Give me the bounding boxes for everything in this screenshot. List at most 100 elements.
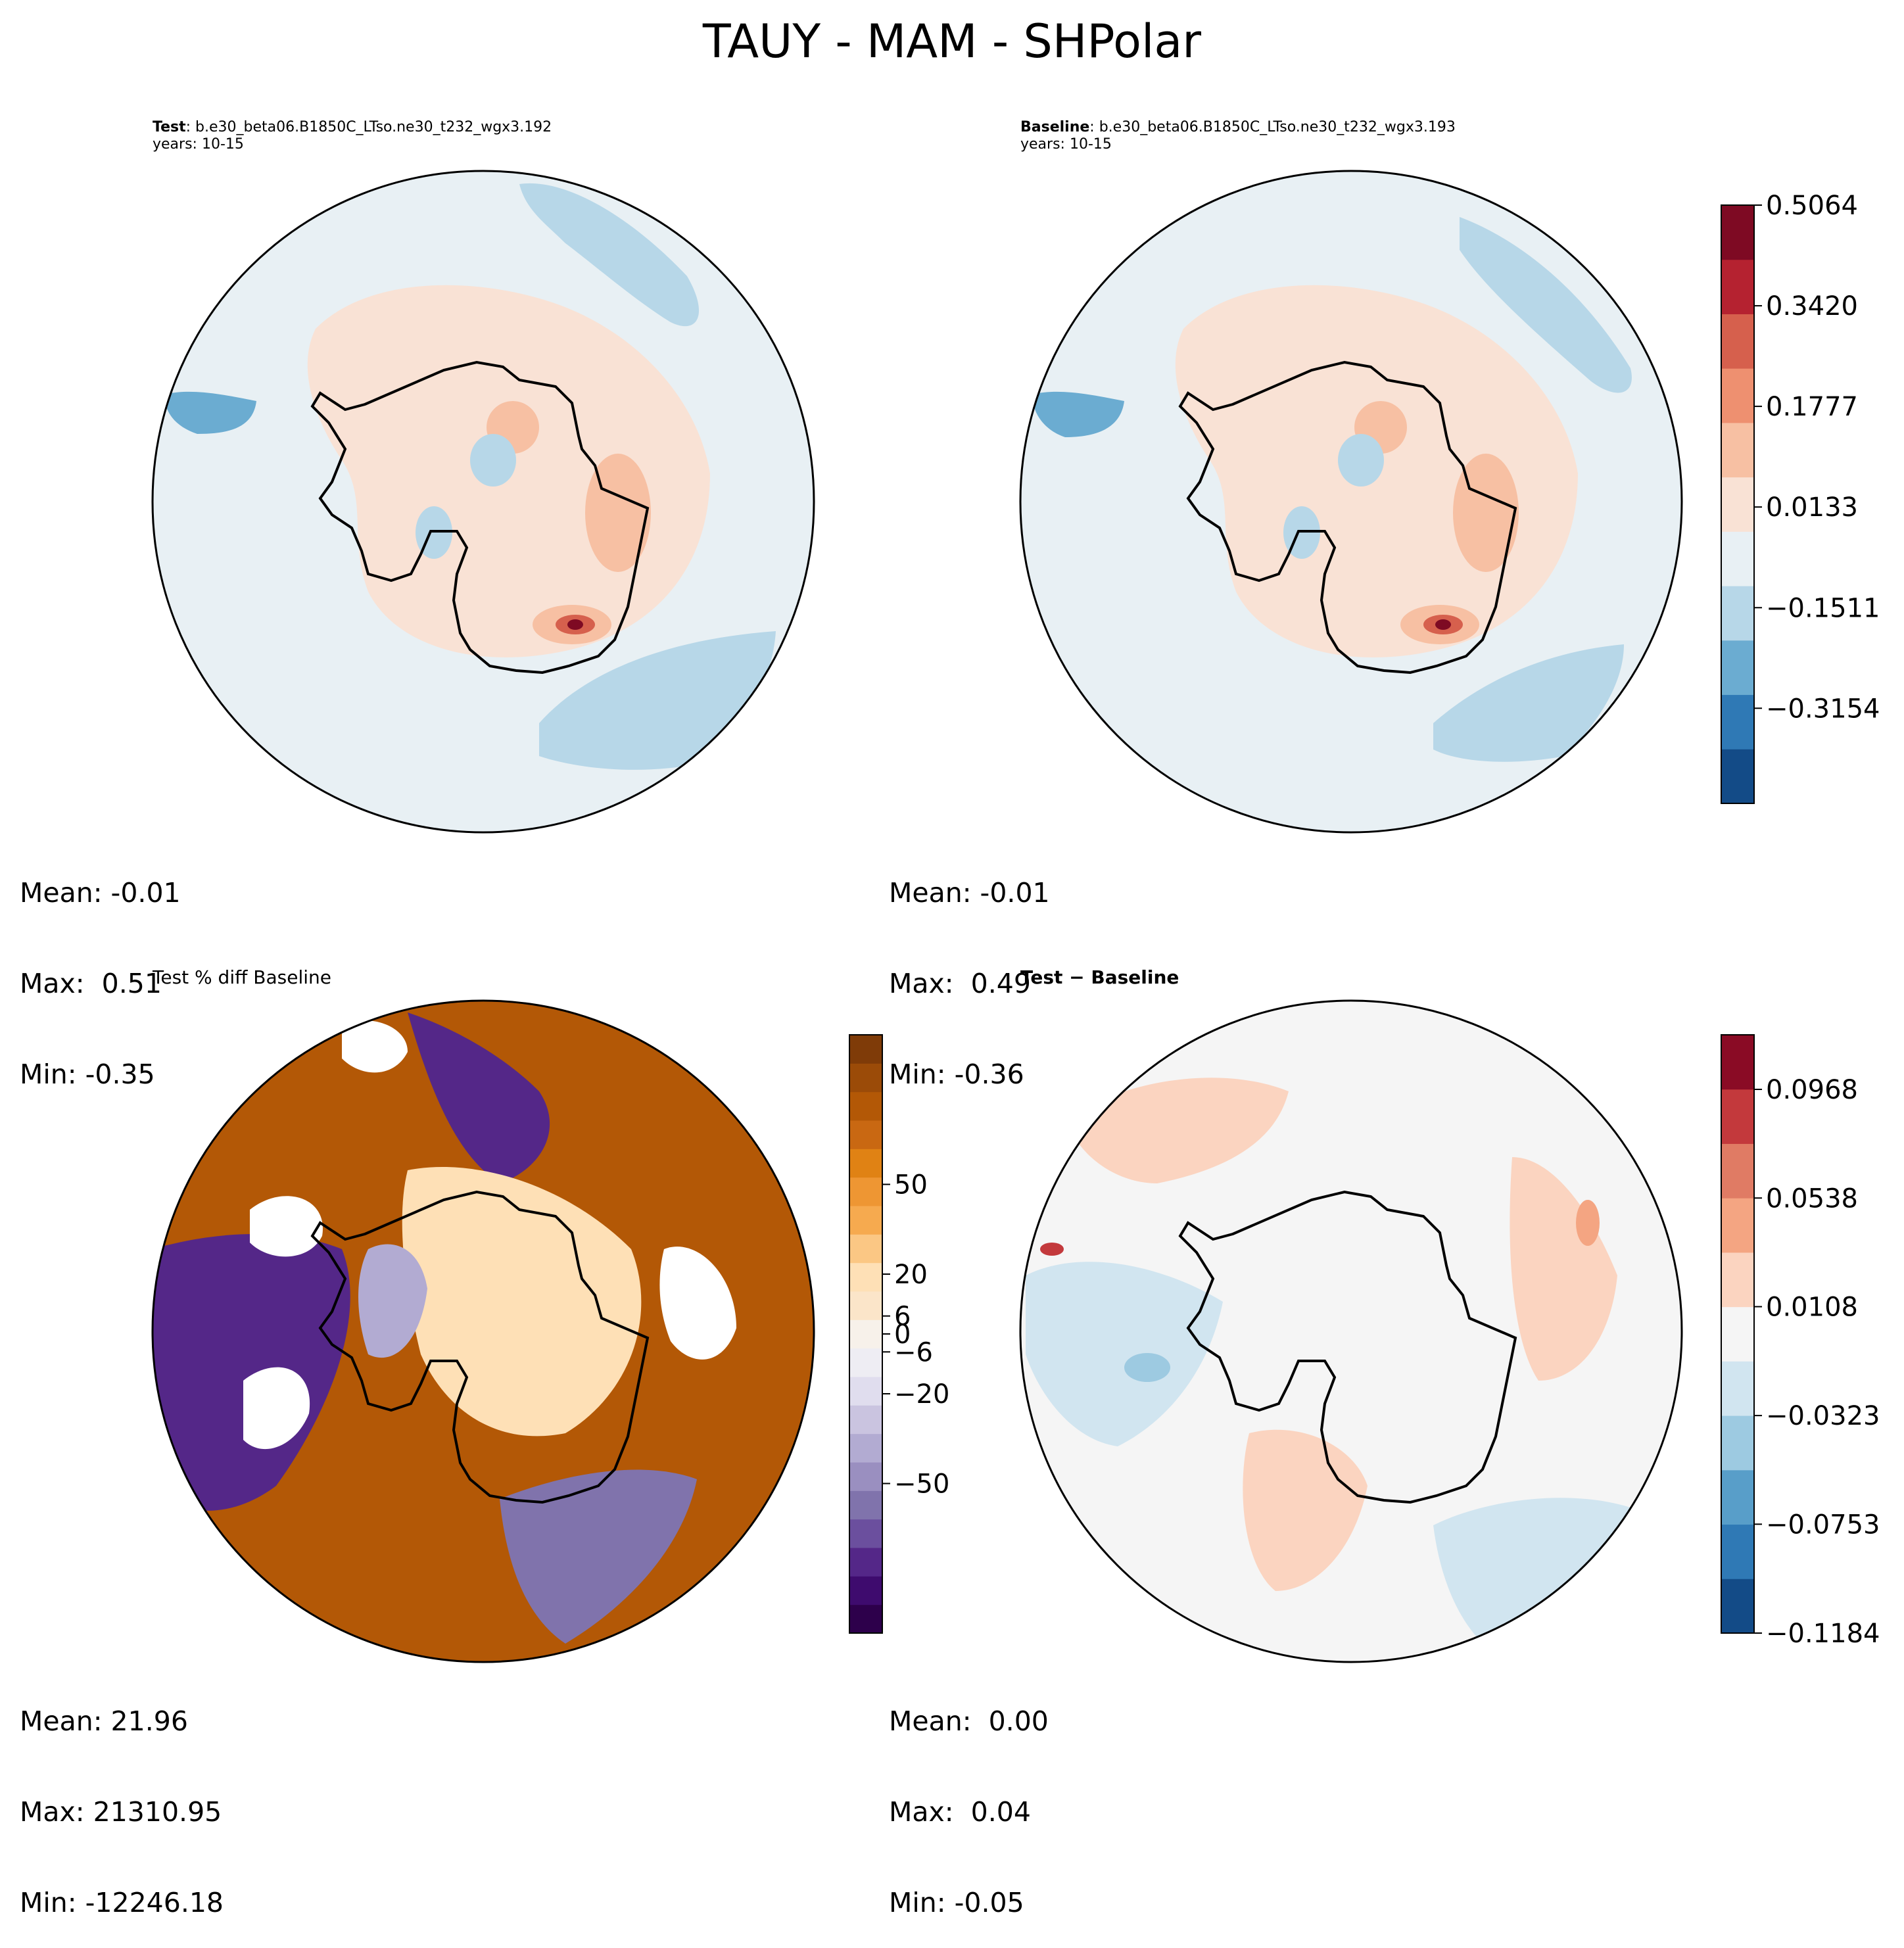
diff-negative-region bbox=[1026, 1262, 1223, 1446]
pctdiff-negative-region bbox=[153, 1233, 350, 1511]
pctdiff-map-boundary bbox=[151, 999, 815, 1663]
colorbar-diff-swatch bbox=[1721, 1361, 1754, 1416]
test-label: Test bbox=[153, 119, 186, 135]
baseline-label: Baseline bbox=[1020, 119, 1090, 135]
test-min: Min: -0.35 bbox=[20, 1058, 155, 1090]
colorbar-pctdiff-swatch bbox=[849, 1548, 882, 1577]
colorbar-main-swatch bbox=[1721, 694, 1754, 749]
colorbar-pctdiff-swatch bbox=[849, 1462, 882, 1491]
colorbar-pctdiff-swatch bbox=[849, 1063, 882, 1093]
colorbar-main-swatch bbox=[1721, 368, 1754, 423]
colorbar-main-swatch bbox=[1721, 640, 1754, 696]
colorbar-diff-swatch bbox=[1721, 1252, 1754, 1308]
test-negative-region bbox=[519, 183, 700, 327]
pctdiff-negative-region bbox=[408, 1012, 550, 1183]
colorbar-pctdiff-swatch bbox=[849, 1091, 882, 1121]
baseline-case-name: : b.e30_beta06.B1850C_LTso.ne30_t232_wgx… bbox=[1089, 119, 1456, 135]
test-stats: Mean: -0.01 Max: 0.51 Min: -0.35 bbox=[20, 817, 181, 1120]
test-positive-region bbox=[567, 619, 583, 630]
pctdiff-masked-region bbox=[250, 1196, 323, 1257]
colorbar-main-swatch bbox=[1721, 586, 1754, 641]
colorbar-main-frame bbox=[1721, 204, 1755, 804]
colorbar-pctdiff-tick-label: 50 bbox=[894, 1170, 928, 1200]
colorbar-diff-tick-label: −0.0323 bbox=[1766, 1401, 1880, 1431]
baseline-positive-region bbox=[1435, 619, 1451, 630]
figure-canvas: −0.3154 −0.1511 0.0133 0.1777 0.3420 0.5064 −… bbox=[151, 170, 1880, 1663]
colorbar-diff-swatch bbox=[1721, 1524, 1754, 1579]
diff-map bbox=[1020, 1001, 1682, 1662]
pctdiff-masked-region bbox=[243, 1367, 310, 1450]
test-max: Max: 0.51 bbox=[20, 968, 162, 999]
colorbar-pctdiff-swatch bbox=[849, 1433, 882, 1463]
pctdiff-masked-region bbox=[342, 1020, 408, 1073]
diff-map-boundary bbox=[1019, 999, 1683, 1663]
diff-mean: Mean: 0.00 bbox=[889, 1705, 1049, 1737]
colorbar-diff-swatch bbox=[1721, 1469, 1754, 1525]
colorbar-diff-tick-label: 0.0538 bbox=[1766, 1183, 1858, 1214]
pctdiff-min: Min: -12246.18 bbox=[20, 1887, 224, 1918]
colorbar-pctdiff-swatch bbox=[849, 1234, 882, 1264]
baseline-map bbox=[1020, 171, 1682, 832]
baseline-positive-region bbox=[1453, 454, 1519, 572]
baseline-negative-region bbox=[1460, 217, 1632, 393]
colorbar-pctdiff-swatch bbox=[849, 1177, 882, 1206]
pctdiff-panel-title: Test % diff Baseline bbox=[153, 966, 332, 988]
colorbar-diff-tick-label: −0.0753 bbox=[1766, 1509, 1880, 1540]
pctdiff-max: Max: 21310.95 bbox=[20, 1796, 222, 1828]
baseline-stats: Mean: -0.01 Max: 0.49 Min: -0.36 bbox=[889, 817, 1050, 1120]
diff-negative-region bbox=[1124, 1353, 1170, 1382]
baseline-mean: Mean: -0.01 bbox=[889, 877, 1050, 909]
colorbar-main-swatch bbox=[1721, 259, 1754, 314]
baseline-panel-title: Baseline: b.e30_beta06.B1850C_LTso.ne30_… bbox=[1020, 119, 1456, 153]
colorbar-diff-tick-label: 0.0968 bbox=[1766, 1075, 1858, 1105]
test-positive-region bbox=[585, 454, 651, 572]
colorbar-pctdiff-swatch bbox=[849, 1206, 882, 1235]
test-years: years: 10-15 bbox=[153, 136, 244, 153]
colorbar-main-tick-label: −0.3154 bbox=[1766, 694, 1880, 724]
colorbar-main-swatch bbox=[1721, 205, 1754, 260]
colorbar-pctdiff-swatch bbox=[849, 1348, 882, 1377]
colorbar-main: −0.3154 −0.1511 0.0133 0.1777 0.3420 0.5064 bbox=[1721, 191, 1880, 804]
colorbar-pctdiff-tick-label: 6 bbox=[894, 1302, 911, 1332]
colorbar-diff-tick-label: −0.1184 bbox=[1766, 1619, 1880, 1649]
colorbar-diff-swatch bbox=[1721, 1198, 1754, 1253]
baseline-max: Max: 0.49 bbox=[889, 968, 1031, 999]
diff-positive-region bbox=[1576, 1200, 1600, 1246]
baseline-min: Min: -0.36 bbox=[889, 1058, 1024, 1090]
colorbar-pctdiff-swatch bbox=[849, 1291, 882, 1320]
colorbar-diff: −0.1184 −0.0753 −0.0323 0.0108 0.0538 0.0968 bbox=[1721, 1034, 1880, 1649]
pctdiff-map bbox=[153, 1001, 814, 1662]
colorbar-pctdiff-tick-label: 20 bbox=[894, 1260, 928, 1290]
colorbar-pctdiff-swatch bbox=[849, 1576, 882, 1605]
colorbar-main-tick-label: 0.1777 bbox=[1766, 392, 1858, 422]
pctdiff-masked-region bbox=[659, 1247, 736, 1360]
colorbar-pctdiff-swatch bbox=[849, 1035, 882, 1064]
colorbar-pctdiff-swatch bbox=[849, 1319, 882, 1349]
figure-title: TAUY - MAM - SHPolar bbox=[702, 14, 1202, 68]
test-case-name: : b.e30_beta06.B1850C_LTso.ne30_t232_wgx… bbox=[185, 119, 552, 135]
colorbar-diff-swatch bbox=[1721, 1035, 1754, 1090]
colorbar-diff-swatch bbox=[1721, 1579, 1754, 1634]
diff-positive-region bbox=[1510, 1157, 1617, 1381]
colorbar-main-tick-label: 0.3420 bbox=[1766, 291, 1858, 321]
diff-stats: Mean: 0.00 Max: 0.04 Min: -0.05 bbox=[889, 1646, 1049, 1948]
diff-panel-title: Test − Baseline bbox=[1020, 966, 1179, 988]
diff-positive-region bbox=[1243, 1429, 1368, 1591]
diff-min: Min: -0.05 bbox=[889, 1887, 1024, 1918]
test-mean: Mean: -0.01 bbox=[20, 877, 181, 909]
colorbar-diff-swatch bbox=[1721, 1306, 1754, 1362]
diff-negative-region bbox=[1433, 1498, 1644, 1657]
baseline-years: years: 10-15 bbox=[1020, 136, 1112, 153]
colorbar-pctdiff-tick-label: −6 bbox=[894, 1337, 933, 1367]
test-panel-title: Test: b.e30_beta06.B1850C_LTso.ne30_t232… bbox=[153, 119, 552, 153]
colorbar-main-tick-label: −0.1511 bbox=[1766, 593, 1880, 623]
test-negative-region bbox=[470, 434, 516, 487]
colorbar-diff-swatch bbox=[1721, 1143, 1754, 1199]
pctdiff-mean: Mean: 21.96 bbox=[20, 1705, 188, 1737]
colorbar-pctdiff-swatch bbox=[849, 1519, 882, 1548]
pctdiff-stats: Mean: 21.96 Max: 21310.95 Min: -12246.18 bbox=[20, 1646, 224, 1948]
baseline-negative-region bbox=[1433, 644, 1624, 762]
test-map-boundary bbox=[151, 170, 815, 834]
colorbar-diff-tick-label: 0.0108 bbox=[1766, 1292, 1858, 1322]
colorbar-pctdiff-swatch bbox=[849, 1604, 882, 1634]
